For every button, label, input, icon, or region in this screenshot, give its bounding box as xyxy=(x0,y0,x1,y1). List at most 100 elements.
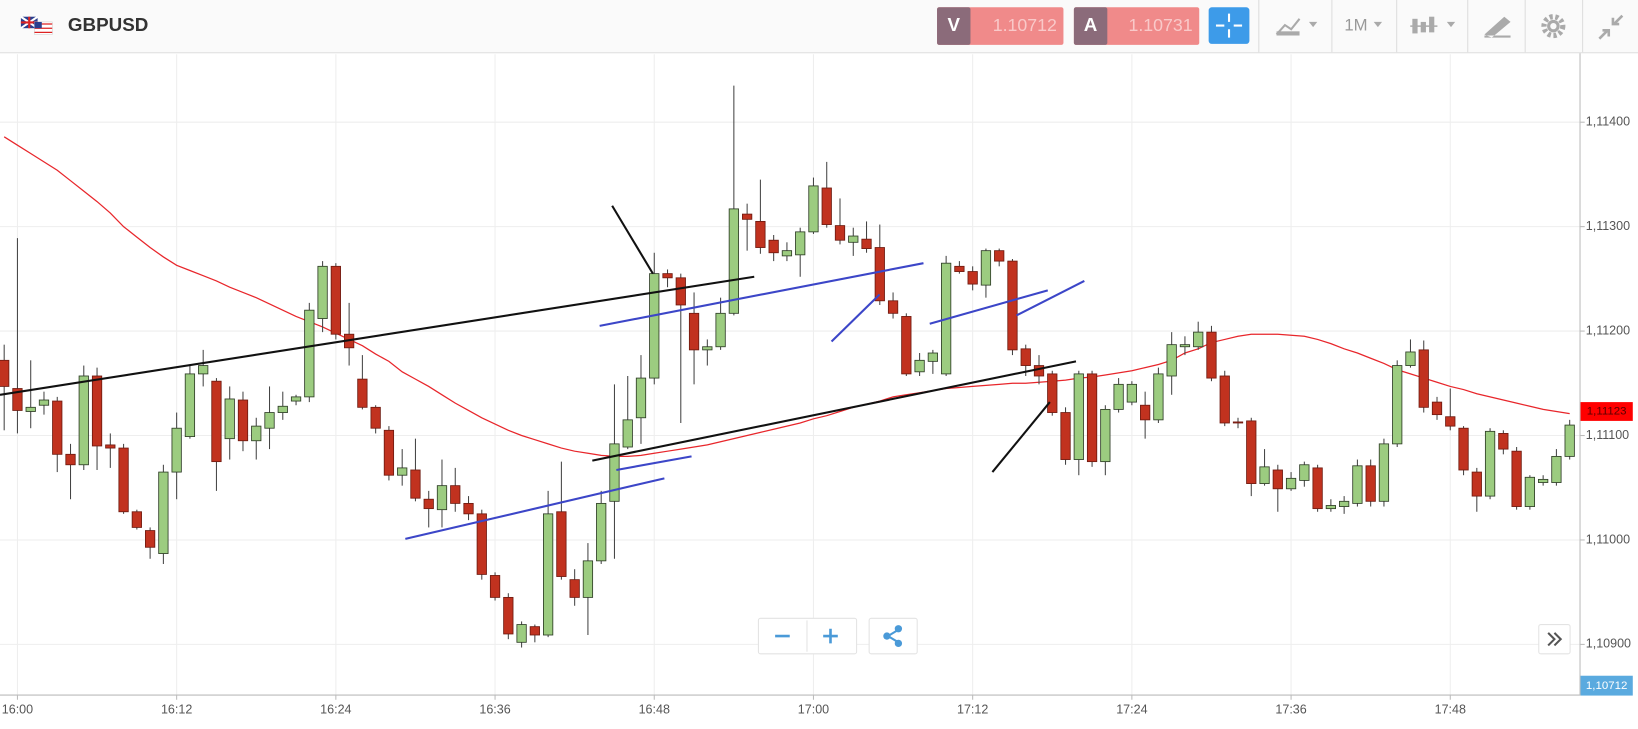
x-tick-label: 16:24 xyxy=(320,703,351,717)
x-tick-label: 17:36 xyxy=(1275,703,1306,717)
candle-body xyxy=(1007,260,1018,351)
candle-body xyxy=(1153,373,1164,421)
candle-body xyxy=(410,469,421,499)
candle-body xyxy=(1259,466,1270,484)
candle-body xyxy=(662,273,673,279)
candle-body xyxy=(25,406,36,412)
candle-body xyxy=(556,511,567,577)
candle-body xyxy=(1418,349,1429,408)
candle-body xyxy=(489,575,501,598)
candle-body xyxy=(12,388,23,411)
candle-body xyxy=(1126,383,1137,403)
candle-body xyxy=(251,425,262,442)
candle-body xyxy=(91,375,103,447)
candle-body xyxy=(821,187,832,225)
candle-body xyxy=(808,185,819,233)
grid xyxy=(0,54,1580,695)
candle-body xyxy=(1272,469,1283,490)
candle-body xyxy=(1339,500,1350,507)
candle-body xyxy=(781,250,793,257)
settings-button[interactable] xyxy=(1541,14,1566,39)
x-tick-label: 16:48 xyxy=(639,703,670,717)
candle-body xyxy=(1100,408,1111,463)
candle-body xyxy=(317,265,328,319)
candle-body xyxy=(1392,365,1403,445)
candle-body xyxy=(848,235,859,243)
candle-body xyxy=(649,273,660,379)
chart-type-button[interactable] xyxy=(1275,18,1318,36)
ma-tag-label: 1,11123 xyxy=(1587,406,1627,418)
candle-body xyxy=(1073,373,1084,460)
y-tick-label: 1,11200 xyxy=(1586,323,1630,337)
candle-body xyxy=(1047,373,1058,413)
x-tick-label: 16:00 xyxy=(2,703,33,717)
draw-button[interactable] xyxy=(1484,16,1511,38)
candle-body xyxy=(635,377,647,419)
candle-body xyxy=(1484,430,1496,497)
candle-body xyxy=(78,375,89,466)
crosshair-button[interactable] xyxy=(1208,7,1250,44)
candle-body xyxy=(1206,331,1217,379)
moving-average xyxy=(3,136,1570,458)
y-tick-label: 1,11000 xyxy=(1586,532,1630,546)
candle-body xyxy=(423,498,434,510)
candle-body xyxy=(1352,465,1363,504)
candle-body xyxy=(1564,424,1575,457)
candle-body xyxy=(450,485,461,504)
candle-body xyxy=(980,250,992,286)
candle-body xyxy=(1113,383,1124,410)
zoom-in-button[interactable] xyxy=(823,628,838,644)
candle-body xyxy=(264,412,275,429)
y-tick-label: 1,10900 xyxy=(1586,637,1631,651)
candle-body xyxy=(171,427,182,473)
scroll-right-button[interactable] xyxy=(1538,624,1571,655)
candle-body xyxy=(543,513,554,636)
candle-body xyxy=(144,530,156,548)
candle-body xyxy=(1299,464,1310,481)
y-tick-label: 1,11300 xyxy=(1586,219,1630,233)
candle-body xyxy=(1458,427,1469,471)
candle-body xyxy=(1285,477,1297,490)
candle-body xyxy=(1060,412,1071,460)
candle-body xyxy=(1471,471,1482,497)
candle-body xyxy=(1219,375,1230,424)
collapse-button[interactable] xyxy=(1598,14,1624,40)
sell-button[interactable]: V 1.10712 xyxy=(937,7,1064,45)
buy-button[interactable]: A 1.10731 xyxy=(1073,7,1200,45)
candle-body xyxy=(688,312,700,351)
price-tag-label: 1,10712 xyxy=(1586,680,1627,692)
candle-body xyxy=(105,444,116,449)
y-tick-label: 1,11100 xyxy=(1586,428,1629,442)
candle-body xyxy=(330,265,341,335)
candle-body xyxy=(861,238,872,249)
candle-body xyxy=(0,359,10,387)
axes: 1,10900 1,11000 1,11100 1,11200 1,11300 1,114… xyxy=(2,115,1631,717)
candle-body xyxy=(768,239,779,254)
candle-body xyxy=(436,485,448,511)
plot-area xyxy=(0,54,1580,695)
candle-body xyxy=(277,405,288,413)
timeframe-button[interactable]: 1M xyxy=(1344,16,1383,35)
toolbar xyxy=(0,0,1638,53)
candle-body xyxy=(622,419,633,448)
candle-body xyxy=(516,624,527,643)
sell-label: V xyxy=(947,14,960,35)
candle-body xyxy=(1312,467,1323,510)
candle-body xyxy=(52,400,63,455)
candle-body xyxy=(994,250,1005,262)
candle-body xyxy=(1140,404,1151,421)
share-button[interactable] xyxy=(868,617,918,655)
candle-style-button[interactable] xyxy=(1410,16,1456,34)
timeframe: 1M xyxy=(1344,16,1367,35)
candle-body xyxy=(1232,421,1244,424)
symbol: GBPUSD xyxy=(68,14,148,35)
candle-body xyxy=(383,429,395,476)
x-tick-label: 16:12 xyxy=(161,703,192,717)
candle-body xyxy=(1365,465,1376,502)
candle-body xyxy=(463,502,474,515)
candle-body xyxy=(887,300,899,314)
candle-body xyxy=(901,316,912,375)
candle-body xyxy=(1538,478,1549,483)
x-tick-label: 17:00 xyxy=(798,703,829,717)
